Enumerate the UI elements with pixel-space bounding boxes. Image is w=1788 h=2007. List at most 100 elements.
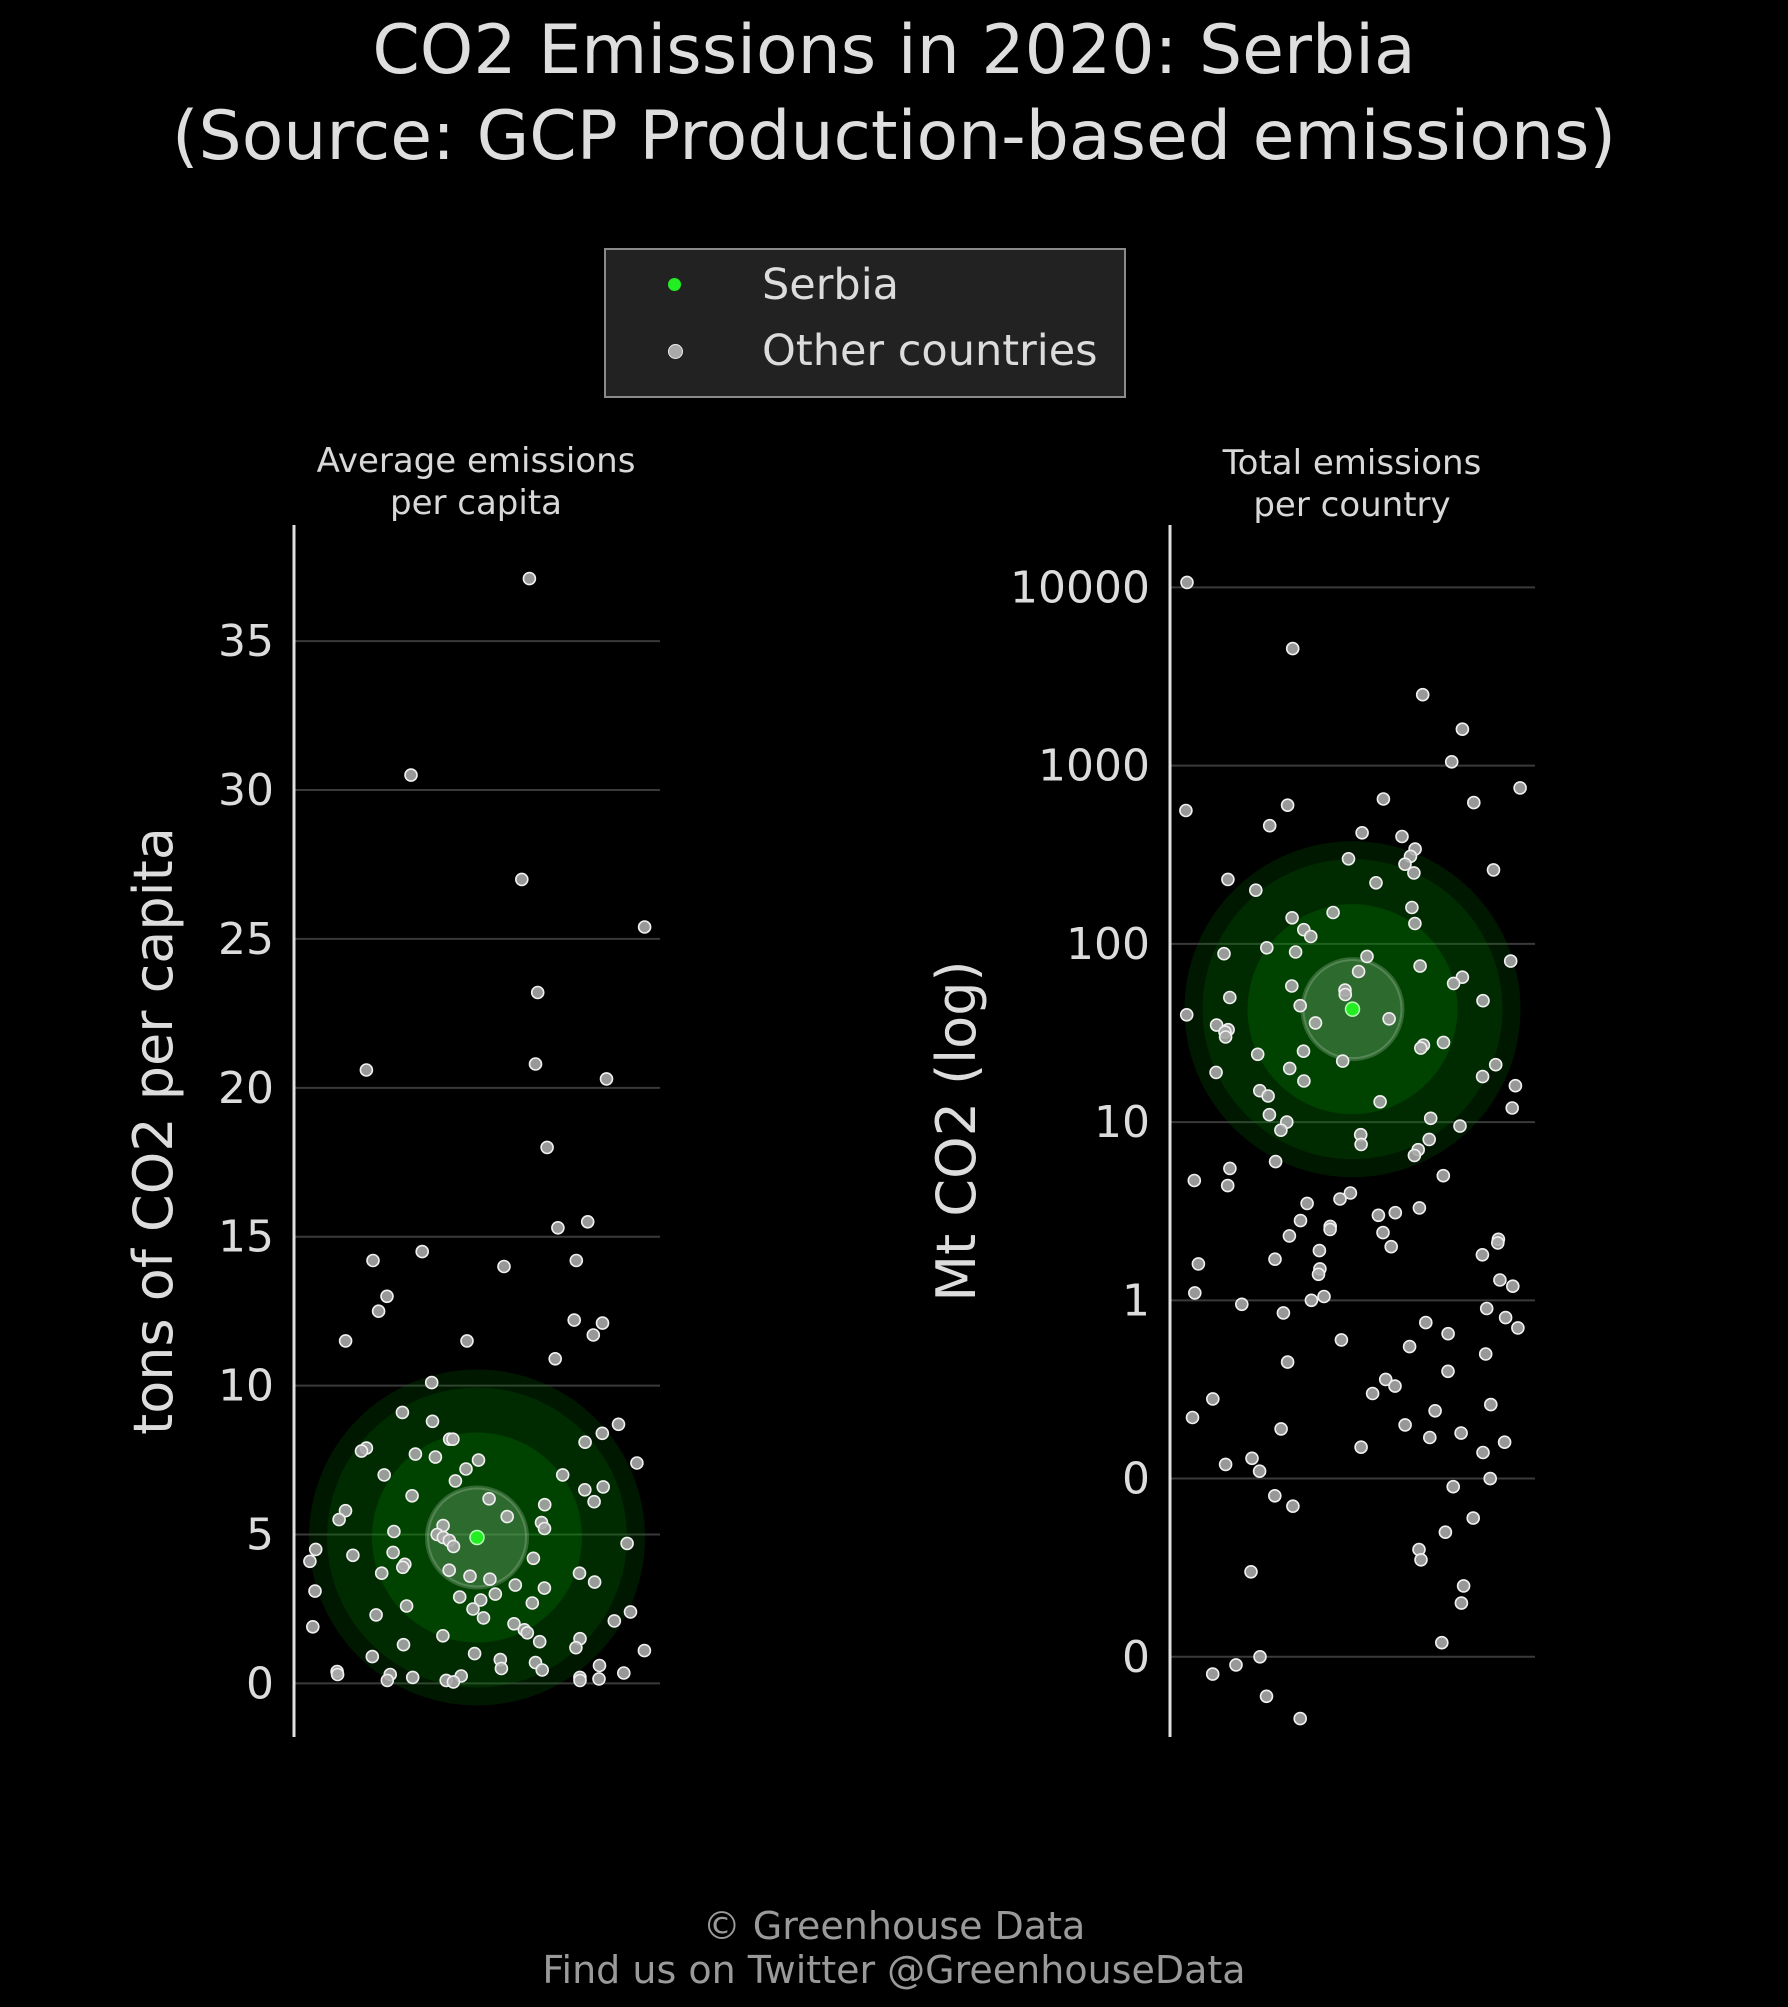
data-point-other-country [1338,987,1353,1002]
data-point-other-country [1217,946,1231,961]
data-point-other-country [620,1536,634,1551]
data-point-other-country [1312,1243,1327,1258]
data-point-other-country [338,1503,353,1518]
data-point-other-country [1446,976,1461,991]
data-point-other-country [452,1590,467,1604]
data-point-other-country [442,1563,457,1577]
y-tick-label: 1 [1122,1275,1150,1326]
data-point-other-country [1296,1044,1311,1058]
data-point-other-country [1382,1011,1396,1026]
data-point-other-country [377,1468,392,1482]
data-point-other-country [1402,1339,1417,1354]
data-point-other-country [1441,1364,1455,1379]
data-point-other-country [1405,900,1419,915]
data-point-other-country [1419,1315,1433,1330]
data-point-other-country [1259,1689,1274,1704]
panel-title-per-capita: Average emissions per capita [236,440,716,524]
data-point-other-country [1398,857,1412,872]
data-point-other-country [1446,1479,1460,1494]
data-point-other-country [1388,1205,1403,1220]
panel-title-total-line2: per country [1253,485,1451,525]
data-point-other-country [346,1548,360,1563]
data-point-other-country [525,1596,540,1610]
data-point-other-country [1179,1007,1194,1022]
data-point-serbia [1344,1001,1361,1017]
other-countries-marker-icon [668,344,683,359]
data-point-other-country [1288,945,1303,959]
y-tick-label: 5 [246,1510,274,1561]
data-point-other-country [374,1566,389,1580]
data-point-other-country [1508,1078,1523,1093]
data-point-other-country [1503,954,1518,968]
data-point-other-country [1412,1201,1427,1215]
data-point-other-country [471,1453,486,1467]
data-point-other-country [303,1554,317,1569]
data-point-other-country [408,1447,423,1461]
data-point-other-country [1467,795,1481,810]
data-point-other-country [482,1492,496,1506]
data-point-other-country [399,1599,414,1613]
data-point-other-country [1506,1279,1520,1293]
data-point-other-country [1235,1297,1249,1312]
y-tick-label: 30 [218,765,274,816]
data-point-other-country [1498,1310,1513,1325]
data-point-other-country [532,1634,547,1649]
data-point-other-country [365,1649,380,1664]
data-point-other-country [1373,1095,1387,1109]
panel-title-per-capita-line2: per capita [389,483,562,523]
data-point-other-country [1484,1397,1498,1412]
legend: Serbia Other countries [604,248,1126,398]
data-point-other-country [592,1672,606,1686]
data-point-other-country [616,1666,631,1680]
data-point-other-country [446,1675,461,1689]
data-point-other-country [405,1670,420,1685]
data-point-other-country [1274,1422,1288,1436]
chart-title: CO2 Emissions in 2020: Serbia [372,11,1416,90]
data-point-other-country [463,1569,477,1583]
data-point-other-country [595,1426,610,1441]
data-point-other-country [1187,1173,1202,1188]
data-point-other-country [1435,1635,1449,1650]
data-point-other-country [1300,1196,1314,1211]
data-point-other-country [1185,1410,1200,1425]
data-point-other-country [1285,979,1299,993]
data-point-other-country [1423,1111,1438,1126]
data-point-other-country [1407,866,1421,880]
data-point-other-country [1261,1089,1275,1103]
y-tick-label: 15 [218,1212,274,1263]
data-point-other-country [1444,754,1459,769]
y-tick-label: 10 [218,1361,274,1412]
data-point-other-country [1497,1435,1512,1449]
y-tick-label: 20 [218,1063,274,1114]
data-point-other-country [520,1626,535,1640]
data-point-other-country [1229,1658,1243,1672]
data-point-other-country [338,1334,353,1348]
y-tick-label: 10000 [1010,562,1150,613]
data-point-other-country [1369,875,1383,890]
data-point-other-country [607,1614,622,1628]
data-point-other-country [551,1221,565,1235]
data-point-other-country [1260,940,1274,955]
data-point-other-country [473,1593,488,1607]
panel-title-total-line1: Total emissions [1222,443,1482,483]
data-point-other-country [1268,1489,1282,1503]
data-point-other-country [1188,1286,1202,1300]
data-point-other-country [1408,916,1422,931]
data-point-other-country [1454,1596,1469,1610]
data-point-other-country [1486,863,1501,877]
data-point-other-country [380,1289,394,1304]
data-point-other-country [1180,575,1194,590]
panel-title-total: Total emissions per country [1112,442,1592,526]
data-point-other-country [460,1334,474,1348]
y-axis-label: tons of CO2 per capita [122,827,185,1435]
data-point-other-country [555,1468,570,1482]
data-point-other-country [1456,1579,1471,1593]
data-point-other-country [476,1611,491,1625]
data-point-other-country [1250,1047,1265,1062]
data-point-other-country [1221,872,1235,887]
data-point-other-country [1253,1650,1267,1664]
data-point-other-country [1323,1222,1337,1237]
data-point-other-country [587,1575,602,1589]
data-point-other-country [354,1444,369,1458]
data-point-other-country [637,920,652,934]
